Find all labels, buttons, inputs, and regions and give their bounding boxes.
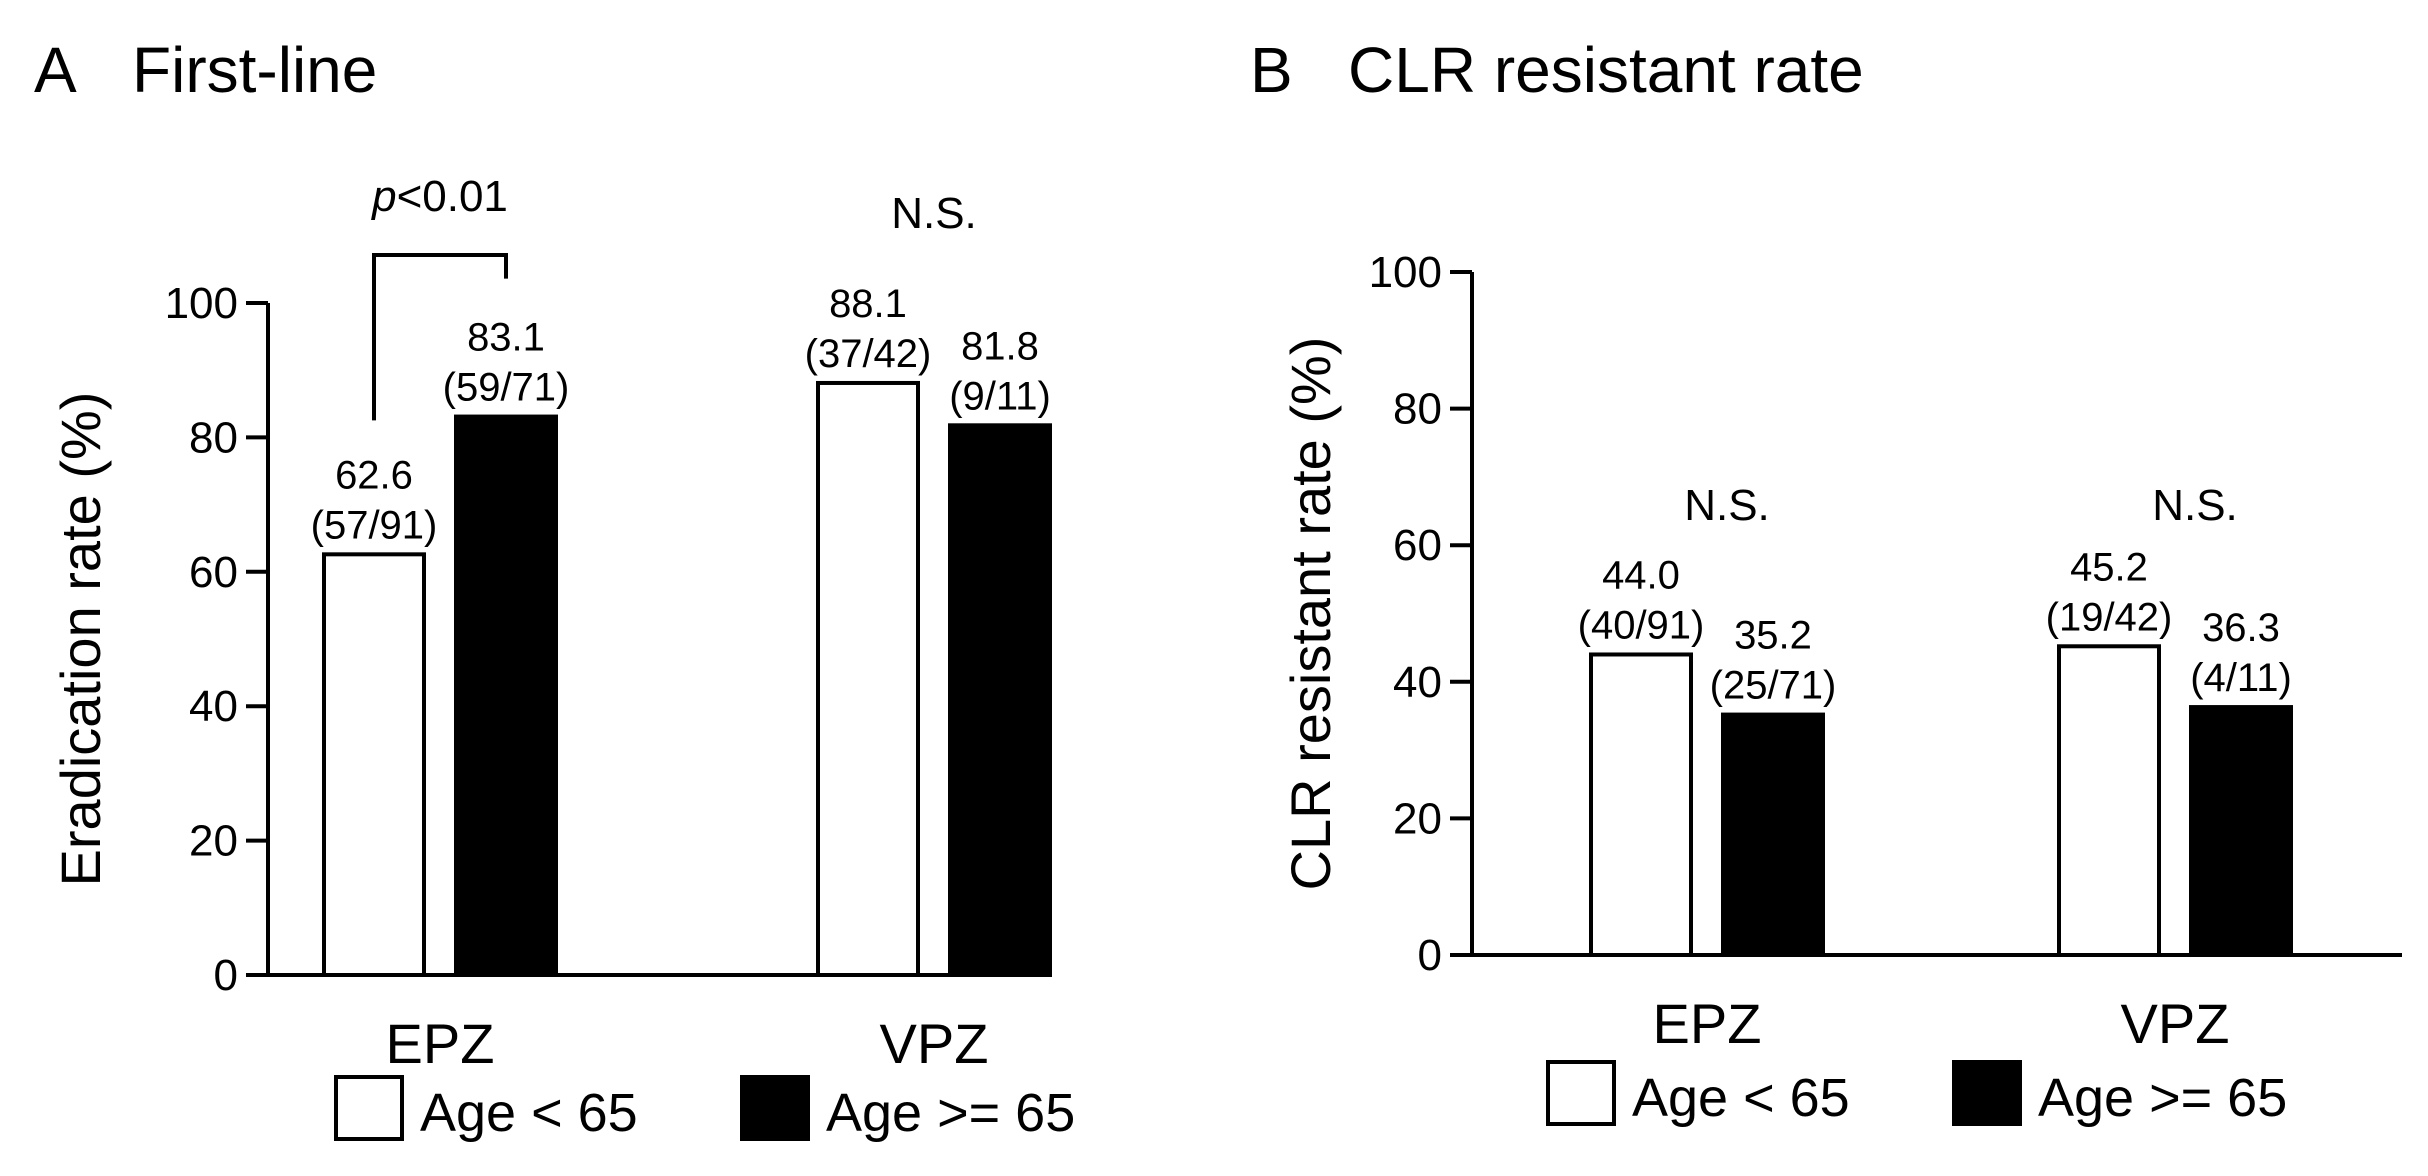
category-label: VPZ [2121, 992, 2230, 1055]
y-tick-label: 20 [189, 817, 238, 866]
panel-letter: B [1250, 34, 1293, 106]
bar-65-and-over [1721, 712, 1825, 957]
y-tick-label: 60 [1393, 521, 1442, 570]
category-label: VPZ [880, 1012, 989, 1075]
legend-label: Age < 65 [1632, 1068, 1850, 1128]
category-label: EPZ [1653, 992, 1762, 1055]
legend: Age < 65 Age >= 65 [1546, 1060, 2287, 1128]
bar-under-65 [322, 552, 426, 977]
panel-title: First-line [132, 34, 377, 106]
panel-title: CLR resistant rate [1348, 34, 1864, 106]
bar-value-label: 35.2 [1734, 614, 1812, 658]
y-axis-label: Eradication rate (%) [49, 392, 112, 887]
bar-value-label: 88.1 [829, 282, 907, 326]
y-tick-label: 80 [189, 413, 238, 462]
y-tick-label: 20 [1393, 794, 1442, 843]
bar-65-and-over [2189, 705, 2293, 957]
bar-under-65 [1589, 652, 1693, 957]
bar-fraction-label: (19/42) [2046, 595, 2173, 639]
bar-fraction-label: (40/91) [1578, 603, 1705, 647]
bar-fraction-label: (59/71) [443, 366, 570, 410]
bar-65-and-over [948, 423, 1052, 977]
bar-value-label: 44.0 [1602, 553, 1680, 597]
significance-label: p<0.01 [370, 172, 508, 221]
y-tick-label: 100 [1369, 248, 1442, 297]
legend-swatch-65-and-over [1952, 1060, 2022, 1126]
y-axis-label: CLR resistant rate (%) [1279, 337, 1342, 891]
panel-letter: A [34, 34, 77, 106]
y-tick-label: 80 [1393, 385, 1442, 434]
bar-fraction-label: (37/42) [805, 332, 932, 376]
legend: Age < 65 Age >= 65 [334, 1075, 1075, 1143]
category-label: EPZ [386, 1012, 495, 1075]
y-tick-label: 40 [189, 682, 238, 731]
bar-value-label: 81.8 [961, 324, 1039, 368]
bar-fraction-label: (9/11) [949, 374, 1051, 418]
chart-panel-b: B CLR resistant rate CLR resistant rate (%… [1250, 34, 2402, 1128]
y-tick-label: 0 [1418, 931, 1442, 980]
legend-label: Age >= 65 [2038, 1068, 2287, 1128]
legend-swatch-65-and-over [740, 1075, 810, 1141]
bar-fraction-label: (57/91) [311, 503, 438, 547]
significance-label: N.S. [891, 189, 977, 238]
bar-fraction-label: (4/11) [2190, 656, 2292, 700]
bar-value-label: 83.1 [467, 316, 545, 360]
legend-swatch-under-65 [1546, 1060, 1616, 1126]
significance-p-symbol: p [370, 172, 396, 221]
significance-label: N.S. [1684, 481, 1770, 530]
bar-fraction-label: (25/71) [1710, 664, 1837, 708]
y-tick-label: 40 [1393, 658, 1442, 707]
bar-value-label: 45.2 [2070, 545, 2148, 589]
bar-value-label: 36.3 [2202, 606, 2280, 650]
bar-under-65 [816, 380, 920, 977]
bar-under-65 [2057, 644, 2161, 957]
significance-bracket [372, 253, 508, 421]
y-tick-label: 0 [214, 951, 238, 1000]
legend-label: Age >= 65 [826, 1083, 1075, 1143]
legend-swatch-under-65 [334, 1075, 404, 1141]
y-tick-label: 100 [165, 279, 238, 328]
bar-value-label: 62.6 [335, 453, 413, 497]
bar-65-and-over [454, 414, 558, 977]
legend-label: Age < 65 [420, 1083, 638, 1143]
significance-value: <0.01 [397, 172, 508, 221]
significance-label: N.S. [2152, 481, 2238, 530]
y-tick-label: 60 [189, 548, 238, 597]
chart-panel-a: A First-line Eradication rate (%) 0 20 40 60 80… [34, 34, 1075, 1143]
